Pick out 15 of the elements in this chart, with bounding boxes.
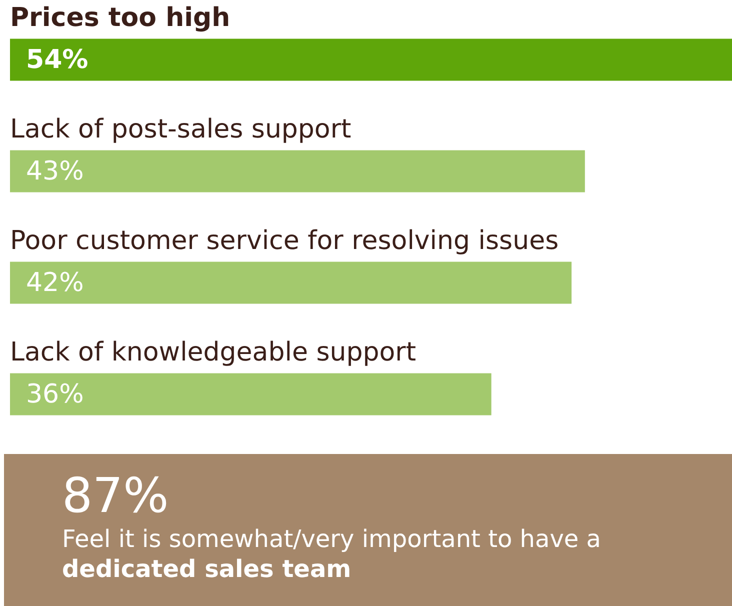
text: dedicated sales team — [62, 554, 352, 584]
y-tick-label: Poor customer service for resolving issues — [10, 226, 559, 256]
bar — [10, 262, 572, 304]
data-label: 43% — [26, 156, 84, 186]
data-label: 54% — [26, 44, 88, 75]
y-tick-label: Prices too high — [10, 2, 230, 33]
y-tick-label: Lack of post-sales support — [10, 114, 352, 144]
bar — [10, 150, 585, 192]
text: Feel it is somewhat/very important to have a — [62, 524, 602, 554]
bar — [10, 38, 732, 81]
data-label: 36% — [26, 379, 84, 410]
data-label: 42% — [26, 268, 84, 298]
text: 87% — [62, 468, 170, 524]
bar — [10, 373, 492, 416]
y-tick-label: Lack of knowledgeable support — [10, 337, 416, 368]
